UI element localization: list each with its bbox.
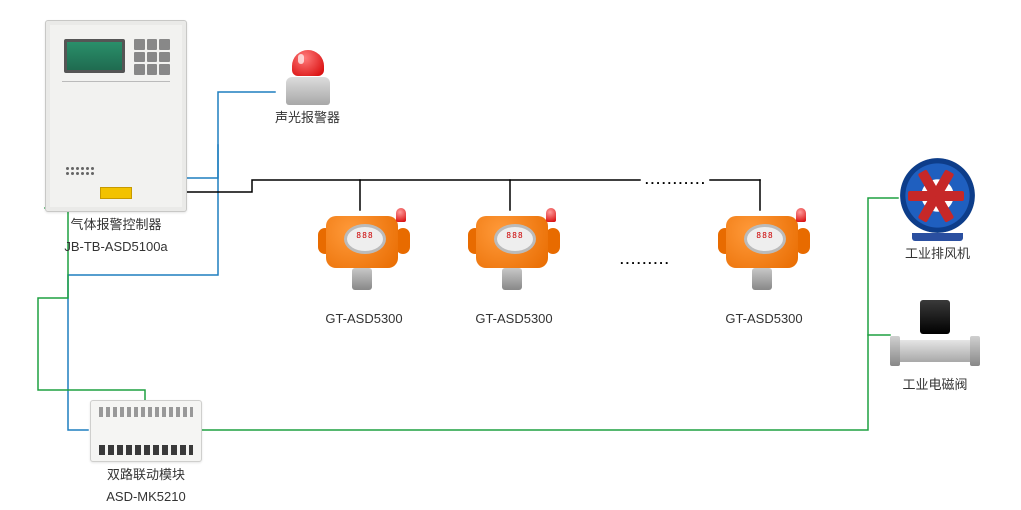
controller-label-1: 气体报警控制器 (45, 216, 187, 234)
detector-2-node: GT-ASD5300 (470, 210, 558, 328)
speaker-icon (66, 167, 94, 175)
beacon-label: 声光报警器 (275, 109, 340, 127)
divider (62, 81, 170, 96)
relay-module-icon (90, 400, 202, 462)
fan-label: 工业排风机 (900, 245, 975, 263)
fan-node: 工业排风机 (900, 158, 975, 263)
controller-panel (45, 20, 187, 212)
gas-detector-icon (320, 210, 408, 290)
gas-detector-icon (470, 210, 558, 290)
detector-1-node: GT-ASD5300 (320, 210, 408, 328)
module-label-2: ASD-MK5210 (90, 488, 202, 506)
industrial-fan-icon (900, 158, 975, 233)
beacon-icon (286, 50, 330, 105)
controller-label-2: JB-TB-ASD5100a (45, 238, 187, 256)
module-node: 双路联动模块 ASD-MK5210 (90, 400, 202, 506)
detector-2-label: GT-ASD5300 (470, 310, 558, 328)
keypad-icon (134, 39, 170, 75)
valve-label: 工业电磁阀 (890, 376, 980, 394)
valve-node: 工业电磁阀 (890, 300, 980, 394)
detector-1-label: GT-ASD5300 (320, 310, 408, 328)
warning-tag-icon (100, 187, 132, 199)
lcd-icon (64, 39, 125, 73)
solenoid-valve-icon (890, 300, 980, 370)
detector-continuation-dots: ......... (620, 252, 671, 267)
controller-node: 气体报警控制器 JB-TB-ASD5100a (45, 20, 187, 256)
detector-3-node: GT-ASD5300 (720, 210, 808, 328)
beacon-node: 声光报警器 (275, 50, 340, 127)
bus-continuation-dots: ........... (645, 172, 707, 187)
gas-detector-icon (720, 210, 808, 290)
module-label-1: 双路联动模块 (90, 466, 202, 484)
detector-3-label: GT-ASD5300 (720, 310, 808, 328)
